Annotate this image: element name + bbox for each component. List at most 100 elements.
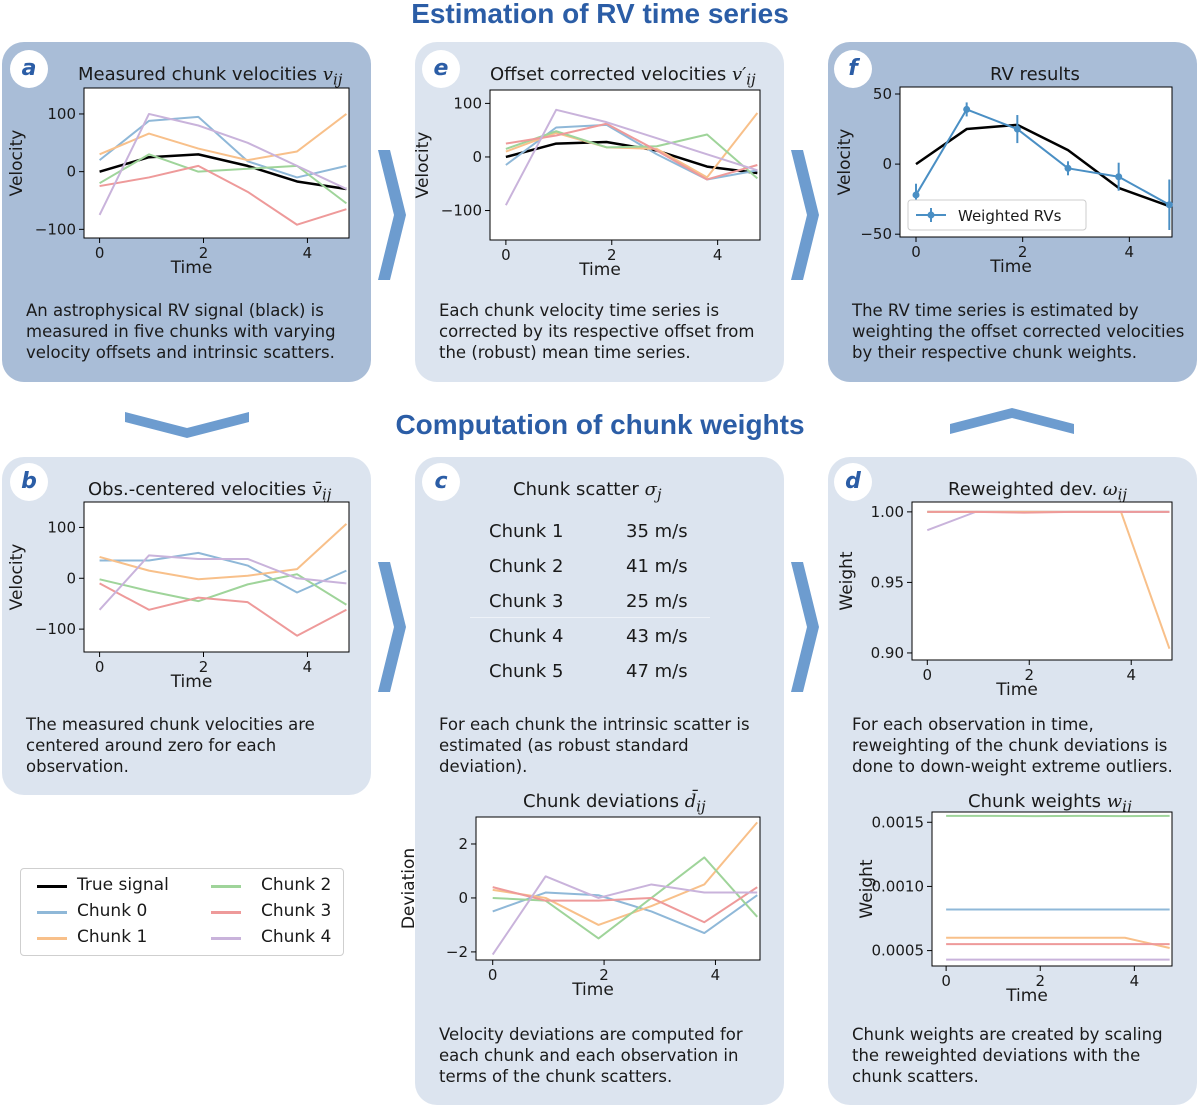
legend-label-c2: Chunk 2: [261, 875, 332, 895]
legend-label-c3: Chunk 3: [261, 901, 332, 921]
y-axis-label: Weight: [837, 551, 857, 611]
y-axis-label: Velocity: [835, 129, 855, 196]
badge-b: b: [10, 463, 48, 501]
y-tick-label: 100: [47, 105, 76, 123]
caption-b: The measured chunk velocities are center…: [26, 715, 315, 776]
rv-legend-box: [907, 199, 1087, 231]
heading-chunk-weights: Computation of chunk weights: [395, 409, 805, 440]
scatter-row: Chunk 3 25 m/s: [489, 591, 688, 612]
rv-legend-label: Weighted RVs: [958, 207, 1062, 225]
scatter-row: Chunk 2 41 m/s: [489, 556, 688, 577]
x-tick-label: 0: [911, 243, 921, 261]
badge-c: c: [422, 463, 460, 501]
x-tick-label: 0: [95, 658, 105, 676]
series-line-c2: [505, 130, 759, 180]
x-tick-label: 4: [1125, 243, 1135, 261]
x-tick-label: 4: [303, 658, 313, 676]
data-point: [1165, 201, 1173, 209]
series-line-c4: [504, 108, 758, 206]
data-point: [1064, 164, 1072, 172]
y-tick-label: −100: [441, 202, 482, 220]
y-axis-label: Velocity: [7, 544, 27, 611]
plot-area: [475, 816, 761, 961]
x-tick-label: 4: [303, 244, 313, 262]
data-point: [912, 191, 920, 199]
caption-c: For each chunk the intrinsic scatter is …: [439, 715, 750, 776]
title-b: Obs.-centered velocities v̄ij: [88, 479, 332, 504]
y-tick-label: 50: [873, 85, 892, 103]
title-e: Offset corrected velocities v′ij: [490, 64, 756, 89]
caption-a: An astrophysical RV signal (black) is me…: [26, 301, 336, 362]
y-tick-label: 0.0010: [872, 877, 925, 895]
x-tick-label: 4: [1126, 666, 1136, 684]
y-tick-label: 0.0005: [872, 942, 925, 960]
legend-line-true: [37, 885, 67, 888]
x-tick-label: 2: [1035, 972, 1045, 990]
title-f: RV results: [990, 64, 1080, 85]
series-line-c4: [491, 875, 758, 956]
series-line-c1: [99, 523, 348, 581]
y-tick-label: 0: [472, 148, 482, 166]
y-tick-label: −100: [35, 620, 76, 638]
data-point: [1013, 125, 1021, 133]
series-line-c4: [98, 554, 347, 611]
title-d2: Chunk weights wij: [968, 791, 1132, 816]
plot-area: [931, 811, 1173, 967]
y-tick-label: 0: [66, 163, 76, 181]
x-tick-label: 0: [488, 966, 498, 984]
series-line-true: [915, 123, 1170, 208]
y-tick-label: 2: [458, 835, 468, 853]
chevron-right-icon: [791, 150, 819, 280]
scatter-row: Chunk 5 47 m/s: [489, 661, 688, 682]
series-line-c1: [492, 821, 758, 926]
y-tick-label: 1.00: [871, 503, 904, 521]
series-line-c1: [99, 113, 348, 162]
title-c: Chunk scatter σj: [513, 479, 662, 504]
rv-legend-marker: [927, 211, 935, 219]
legend-line-c0: [37, 911, 67, 914]
series-line-c3: [492, 886, 758, 924]
series-line-c3: [99, 582, 347, 637]
x-tick-label: 2: [199, 658, 209, 676]
scatter-row: Chunk 4 43 m/s: [489, 626, 688, 647]
y-tick-label: 0: [66, 569, 76, 587]
y-tick-label: 0: [458, 889, 468, 907]
x-axis-label: Time: [995, 680, 1038, 700]
series-line-c3: [505, 122, 758, 181]
data-point: [963, 105, 971, 113]
scatter-divider: [470, 617, 710, 618]
series-line-c4: [98, 112, 347, 216]
x-tick-label: 0: [923, 666, 933, 684]
y-tick-label: −2: [446, 943, 468, 961]
series-line-c1: [946, 936, 1170, 950]
y-tick-label: 100: [47, 518, 76, 536]
series-line-c3: [99, 164, 347, 226]
badge-f: f: [834, 50, 872, 88]
x-tick-label: 2: [607, 246, 617, 264]
x-axis-label: Time: [578, 260, 621, 280]
legend-label-c0: Chunk 0: [77, 901, 148, 921]
y-tick-label: −100: [35, 220, 76, 238]
series-line-c3: [927, 510, 1170, 514]
legend-label-true: True signal: [77, 875, 169, 895]
x-tick-label: 0: [501, 246, 511, 264]
badge-d: d: [834, 463, 872, 501]
chevron-down-icon: [125, 412, 249, 438]
y-tick-label: 0.0015: [872, 813, 925, 831]
y-tick-label: 0.90: [871, 644, 904, 662]
title-a: Measured chunk velocities vij: [78, 64, 343, 89]
legend-line-c4: [211, 937, 241, 940]
y-tick-label: 0.95: [871, 573, 904, 591]
badge-e: e: [422, 50, 460, 88]
legend: True signal Chunk 0 Chunk 1 Chunk 2 Chun…: [20, 868, 344, 956]
x-axis-label: Time: [571, 980, 614, 1000]
x-axis-label: Time: [170, 258, 213, 278]
y-axis-label: Deviation: [399, 848, 419, 929]
series-line-c2: [492, 856, 758, 940]
plot-area: [911, 501, 1173, 661]
